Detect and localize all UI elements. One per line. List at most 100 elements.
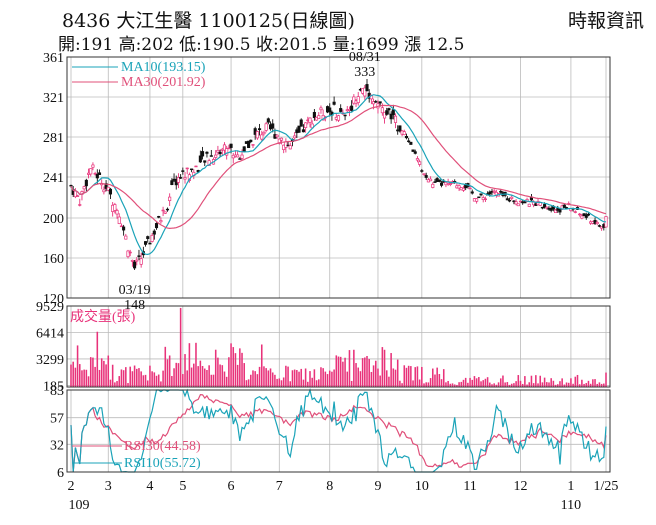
candle-body <box>578 213 582 216</box>
candle-body <box>562 204 566 208</box>
candle-body <box>492 190 496 193</box>
volume-bar <box>572 383 574 387</box>
volume-bar <box>399 380 401 387</box>
candle-body <box>279 137 284 141</box>
candle-body <box>564 207 569 209</box>
volume-bar <box>252 370 254 387</box>
volume-bar <box>554 384 557 387</box>
volume-bar <box>510 383 513 387</box>
price-tick-label: 200 <box>43 212 64 227</box>
volume-bar <box>228 357 230 387</box>
candle-body <box>356 96 360 103</box>
volume-bar <box>366 355 368 387</box>
volume-bar <box>133 365 136 387</box>
volume-bar <box>129 366 131 387</box>
volume-bar <box>74 367 77 387</box>
ma10-legend-label: MA10(193.15) <box>121 60 206 75</box>
candle-body <box>415 158 419 161</box>
candle-body <box>117 216 121 224</box>
volume-bar <box>570 378 572 387</box>
price-tick-label: 281 <box>43 131 64 146</box>
volume-bar <box>405 367 408 387</box>
volume-bar <box>342 361 344 387</box>
candle-body <box>150 234 154 242</box>
candle-body <box>262 131 266 135</box>
volume-bar <box>355 363 357 387</box>
candle-body <box>249 139 253 142</box>
volume-bar <box>311 377 313 387</box>
panel-frames <box>66 56 611 473</box>
quote-summary: 開:191 高:202 低:190.5 收:201.5 量:1699 漲 12.… <box>58 35 465 55</box>
candle-body <box>161 209 165 212</box>
volume-bar <box>127 383 129 387</box>
volume-bar <box>188 343 191 387</box>
volume-bar <box>449 383 452 387</box>
candle-body <box>78 204 82 206</box>
candle-body <box>264 123 268 131</box>
volume-bar <box>491 384 493 387</box>
volume-bar <box>374 360 377 387</box>
volume-bar <box>309 371 311 387</box>
volume-bar <box>223 371 226 387</box>
volume-bar <box>497 382 500 387</box>
candle-body <box>389 113 393 120</box>
volume-bar <box>114 382 116 387</box>
volume-bar <box>596 383 599 387</box>
volume-bar <box>307 381 309 387</box>
volume-bar <box>346 371 349 387</box>
candle-body <box>240 154 244 159</box>
volume-bar <box>111 364 114 387</box>
candle-body <box>297 125 301 133</box>
candle-body <box>343 114 347 117</box>
volume-bar <box>344 357 346 387</box>
candle-body <box>179 177 183 179</box>
volume-bar <box>302 379 305 387</box>
volume-bar <box>484 378 487 387</box>
volume-bar <box>361 358 364 387</box>
price-tick-label: 160 <box>43 252 64 267</box>
volume-bar <box>85 369 88 387</box>
volume-bar <box>469 377 471 387</box>
candle-body <box>573 211 577 213</box>
candle-body <box>404 135 409 139</box>
volume-bar <box>190 367 193 387</box>
candle-body <box>593 219 597 224</box>
volume-bar <box>136 368 138 387</box>
candle-body <box>407 140 411 143</box>
x-tick-label: 11 <box>463 479 476 494</box>
candle-body <box>115 210 119 215</box>
volume-bar <box>324 371 327 387</box>
volume-bar <box>416 366 419 387</box>
volume-bar <box>144 374 147 387</box>
candle-body <box>398 125 402 132</box>
candle-body <box>595 222 599 225</box>
volume-bar <box>157 374 160 387</box>
volume-bar <box>201 365 204 387</box>
x-tick-label: 10 <box>415 479 429 494</box>
candle-body <box>470 191 474 194</box>
volume-bar <box>193 363 195 387</box>
volume-bar <box>427 382 430 387</box>
volume-bar <box>517 375 520 387</box>
volume-bar <box>453 384 456 387</box>
volume-bar <box>197 366 199 387</box>
candle-body <box>382 111 387 119</box>
candle-body <box>168 196 172 202</box>
volume-bar <box>70 364 72 387</box>
candle-body <box>339 108 343 112</box>
volume-bar <box>499 378 502 387</box>
volume-tick-label: 3299 <box>36 353 64 368</box>
volume-bar <box>203 368 206 387</box>
volume-bar <box>436 367 438 387</box>
candle-body <box>135 259 139 262</box>
candle-body <box>424 175 428 178</box>
candle-body <box>422 173 426 175</box>
volume-bar <box>370 371 373 387</box>
volume-bar <box>149 365 151 387</box>
candle-body <box>299 119 303 127</box>
volume-bar <box>561 378 563 387</box>
volume-bar <box>285 365 287 387</box>
volume-bar <box>175 362 178 387</box>
volume-bar <box>100 358 103 387</box>
volume-bar <box>265 368 267 387</box>
